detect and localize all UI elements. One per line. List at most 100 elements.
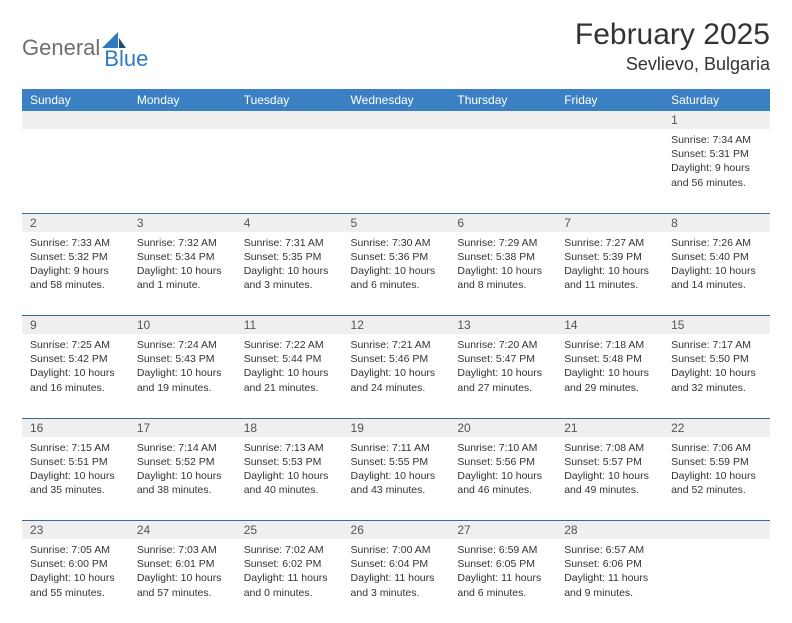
daynum-row: 2345678 bbox=[22, 213, 770, 232]
day-number bbox=[129, 111, 236, 129]
daylight-text: Daylight: 10 hours and 6 minutes. bbox=[351, 264, 442, 292]
sunset-text: Sunset: 5:59 PM bbox=[671, 455, 762, 469]
day-cell: Sunrise: 7:13 AMSunset: 5:53 PMDaylight:… bbox=[236, 437, 343, 521]
daylight-text: Daylight: 10 hours and 35 minutes. bbox=[30, 469, 121, 497]
day-details: Sunrise: 7:06 AMSunset: 5:59 PMDaylight:… bbox=[663, 437, 770, 502]
daylight-text: Daylight: 10 hours and 8 minutes. bbox=[457, 264, 548, 292]
day-details: Sunrise: 7:10 AMSunset: 5:56 PMDaylight:… bbox=[449, 437, 556, 502]
weekday-header: Sunday bbox=[22, 89, 129, 111]
day-details: Sunrise: 7:33 AMSunset: 5:32 PMDaylight:… bbox=[22, 232, 129, 297]
day-cell: Sunrise: 7:08 AMSunset: 5:57 PMDaylight:… bbox=[556, 437, 663, 521]
sunset-text: Sunset: 5:50 PM bbox=[671, 352, 762, 366]
day-number: 12 bbox=[343, 316, 450, 335]
day-number: 7 bbox=[556, 213, 663, 232]
day-cell bbox=[449, 129, 556, 213]
sunrise-text: Sunrise: 7:18 AM bbox=[564, 338, 655, 352]
day-details: Sunrise: 7:05 AMSunset: 6:00 PMDaylight:… bbox=[22, 539, 129, 604]
day-cell: Sunrise: 6:59 AMSunset: 6:05 PMDaylight:… bbox=[449, 539, 556, 623]
day-number: 23 bbox=[22, 521, 129, 540]
day-cell: Sunrise: 7:06 AMSunset: 5:59 PMDaylight:… bbox=[663, 437, 770, 521]
sunset-text: Sunset: 5:36 PM bbox=[351, 250, 442, 264]
day-number: 13 bbox=[449, 316, 556, 335]
day-cell: Sunrise: 7:33 AMSunset: 5:32 PMDaylight:… bbox=[22, 232, 129, 316]
sunset-text: Sunset: 6:05 PM bbox=[457, 557, 548, 571]
day-number bbox=[449, 111, 556, 129]
title-block: February 2025 Sevlievo, Bulgaria bbox=[575, 18, 770, 75]
day-cell bbox=[236, 129, 343, 213]
daylight-text: Daylight: 10 hours and 32 minutes. bbox=[671, 366, 762, 394]
weekday-row: Sunday Monday Tuesday Wednesday Thursday… bbox=[22, 89, 770, 111]
sunset-text: Sunset: 5:40 PM bbox=[671, 250, 762, 264]
day-cell: Sunrise: 7:17 AMSunset: 5:50 PMDaylight:… bbox=[663, 334, 770, 418]
day-cell: Sunrise: 7:27 AMSunset: 5:39 PMDaylight:… bbox=[556, 232, 663, 316]
day-details: Sunrise: 6:59 AMSunset: 6:05 PMDaylight:… bbox=[449, 539, 556, 604]
weekday-header: Friday bbox=[556, 89, 663, 111]
day-number: 25 bbox=[236, 521, 343, 540]
day-details: Sunrise: 7:25 AMSunset: 5:42 PMDaylight:… bbox=[22, 334, 129, 399]
logo-text-2: Blue bbox=[104, 46, 148, 72]
day-cell: Sunrise: 7:20 AMSunset: 5:47 PMDaylight:… bbox=[449, 334, 556, 418]
sunset-text: Sunset: 5:34 PM bbox=[137, 250, 228, 264]
day-cell: Sunrise: 7:00 AMSunset: 6:04 PMDaylight:… bbox=[343, 539, 450, 623]
day-number: 26 bbox=[343, 521, 450, 540]
daylight-text: Daylight: 10 hours and 40 minutes. bbox=[244, 469, 335, 497]
sunrise-text: Sunrise: 7:21 AM bbox=[351, 338, 442, 352]
daylight-text: Daylight: 10 hours and 57 minutes. bbox=[137, 571, 228, 599]
day-number: 19 bbox=[343, 418, 450, 437]
day-cell: Sunrise: 7:10 AMSunset: 5:56 PMDaylight:… bbox=[449, 437, 556, 521]
sunrise-text: Sunrise: 7:00 AM bbox=[351, 543, 442, 557]
sunset-text: Sunset: 5:42 PM bbox=[30, 352, 121, 366]
day-number bbox=[556, 111, 663, 129]
day-cell: Sunrise: 7:30 AMSunset: 5:36 PMDaylight:… bbox=[343, 232, 450, 316]
daylight-text: Daylight: 10 hours and 24 minutes. bbox=[351, 366, 442, 394]
day-details: Sunrise: 7:11 AMSunset: 5:55 PMDaylight:… bbox=[343, 437, 450, 502]
day-number: 10 bbox=[129, 316, 236, 335]
daynum-row: 16171819202122 bbox=[22, 418, 770, 437]
day-details: Sunrise: 7:26 AMSunset: 5:40 PMDaylight:… bbox=[663, 232, 770, 297]
day-number: 28 bbox=[556, 521, 663, 540]
day-number: 9 bbox=[22, 316, 129, 335]
sunrise-text: Sunrise: 7:15 AM bbox=[30, 441, 121, 455]
day-cell: Sunrise: 7:24 AMSunset: 5:43 PMDaylight:… bbox=[129, 334, 236, 418]
day-details: Sunrise: 7:27 AMSunset: 5:39 PMDaylight:… bbox=[556, 232, 663, 297]
daylight-text: Daylight: 10 hours and 52 minutes. bbox=[671, 469, 762, 497]
day-cell: Sunrise: 7:11 AMSunset: 5:55 PMDaylight:… bbox=[343, 437, 450, 521]
sunrise-text: Sunrise: 7:02 AM bbox=[244, 543, 335, 557]
sunset-text: Sunset: 5:39 PM bbox=[564, 250, 655, 264]
daylight-text: Daylight: 10 hours and 55 minutes. bbox=[30, 571, 121, 599]
day-cell: Sunrise: 7:32 AMSunset: 5:34 PMDaylight:… bbox=[129, 232, 236, 316]
day-details: Sunrise: 6:57 AMSunset: 6:06 PMDaylight:… bbox=[556, 539, 663, 604]
sunset-text: Sunset: 5:52 PM bbox=[137, 455, 228, 469]
day-number: 21 bbox=[556, 418, 663, 437]
week-row: Sunrise: 7:34 AMSunset: 5:31 PMDaylight:… bbox=[22, 129, 770, 213]
day-details: Sunrise: 7:30 AMSunset: 5:36 PMDaylight:… bbox=[343, 232, 450, 297]
day-number: 14 bbox=[556, 316, 663, 335]
day-details: Sunrise: 7:32 AMSunset: 5:34 PMDaylight:… bbox=[129, 232, 236, 297]
daylight-text: Daylight: 10 hours and 19 minutes. bbox=[137, 366, 228, 394]
weekday-header: Wednesday bbox=[343, 89, 450, 111]
day-number: 5 bbox=[343, 213, 450, 232]
day-cell bbox=[556, 129, 663, 213]
day-cell: Sunrise: 7:25 AMSunset: 5:42 PMDaylight:… bbox=[22, 334, 129, 418]
day-details: Sunrise: 7:00 AMSunset: 6:04 PMDaylight:… bbox=[343, 539, 450, 604]
day-number: 1 bbox=[663, 111, 770, 129]
sunset-text: Sunset: 5:38 PM bbox=[457, 250, 548, 264]
sunset-text: Sunset: 5:43 PM bbox=[137, 352, 228, 366]
sunrise-text: Sunrise: 7:17 AM bbox=[671, 338, 762, 352]
sunset-text: Sunset: 5:31 PM bbox=[671, 147, 762, 161]
day-cell: Sunrise: 7:34 AMSunset: 5:31 PMDaylight:… bbox=[663, 129, 770, 213]
sunrise-text: Sunrise: 7:29 AM bbox=[457, 236, 548, 250]
day-number: 6 bbox=[449, 213, 556, 232]
sunset-text: Sunset: 6:04 PM bbox=[351, 557, 442, 571]
sunrise-text: Sunrise: 7:25 AM bbox=[30, 338, 121, 352]
daylight-text: Daylight: 10 hours and 3 minutes. bbox=[244, 264, 335, 292]
day-details: Sunrise: 7:34 AMSunset: 5:31 PMDaylight:… bbox=[663, 129, 770, 194]
day-cell: Sunrise: 7:14 AMSunset: 5:52 PMDaylight:… bbox=[129, 437, 236, 521]
day-details: Sunrise: 7:15 AMSunset: 5:51 PMDaylight:… bbox=[22, 437, 129, 502]
sunset-text: Sunset: 5:53 PM bbox=[244, 455, 335, 469]
sunrise-text: Sunrise: 7:24 AM bbox=[137, 338, 228, 352]
daylight-text: Daylight: 10 hours and 49 minutes. bbox=[564, 469, 655, 497]
day-details: Sunrise: 7:20 AMSunset: 5:47 PMDaylight:… bbox=[449, 334, 556, 399]
day-number: 2 bbox=[22, 213, 129, 232]
daylight-text: Daylight: 10 hours and 16 minutes. bbox=[30, 366, 121, 394]
